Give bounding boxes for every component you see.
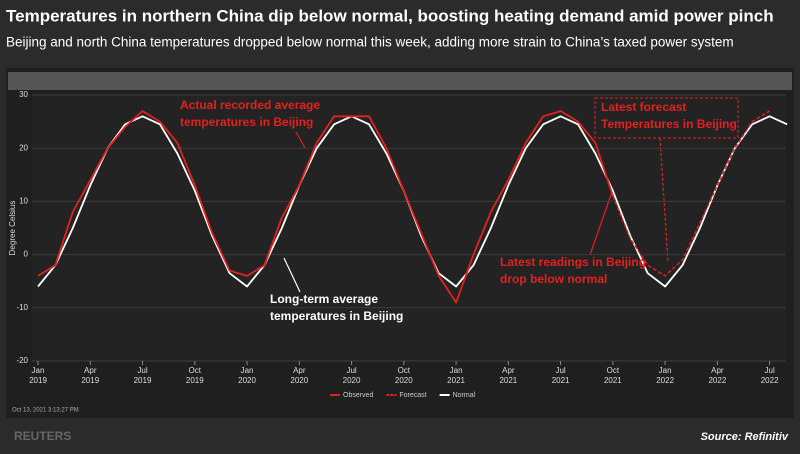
x-tick-label: Apr 2021 [499,366,517,385]
x-tick-label: Oct 2021 [604,366,622,385]
line-forecast [612,110,770,277]
x-tick-label: Jul 2020 [343,366,361,385]
annotations [283,97,739,293]
arrow [283,257,301,293]
annotation: Latest forecast [601,100,686,114]
y-axis-label: Degree Celsius [8,201,17,256]
x-tick-label: Apr 2020 [290,366,308,385]
x-tick-label: Jul 2021 [552,366,570,385]
chart-header-bar [8,72,792,90]
annotation: temperatures in Beijing [180,115,313,129]
arrow [659,137,669,263]
annotation: Long-term average [270,292,378,306]
legend-label: Observed [343,392,373,399]
x-tick-label: Oct 2019 [186,366,204,385]
line-observed [37,110,614,304]
y-tick-label: 0 [24,250,29,259]
brand: REUTERS [14,429,71,443]
y-tick-label: 30 [19,90,28,99]
annotation: Temperatures in Beijing [601,117,737,131]
annotation: drop below normal [500,272,607,286]
x-tick-label: Apr 2019 [81,366,99,385]
plot-area [32,95,786,361]
y-tick-label: -10 [16,303,28,312]
y-tick-label: 20 [19,143,28,152]
subtitle: Beijing and north China temperatures dro… [6,35,734,50]
x-tick-label: Oct 2020 [395,366,413,385]
x-tick-label: Jul 2019 [134,366,152,385]
x-tick-label: Jan 2022 [656,366,674,385]
annotation: Latest readings in Beijing [500,255,646,269]
forecast-box [594,97,739,139]
annotation: Actual recorded average [180,98,320,112]
x-tick-label: Jan 2020 [238,366,256,385]
title: Temperatures in northern China dip below… [6,6,774,25]
timestamp: Oct 13, 2021 3:13:27 PM [12,408,79,414]
annotation: temperatures in Beijing [270,309,403,323]
arrow [589,191,613,256]
x-tick-label: Jul 2022 [761,366,779,385]
source: Source: Refinitiv [701,431,789,443]
y-tick-label: -20 [16,356,28,365]
x-tick-label: Apr 2022 [708,366,726,385]
legend-label: Normal [453,392,476,399]
y-tick-label: 10 [19,197,28,206]
x-tick-label: Jan 2021 [447,366,465,385]
legend-label: Forecast [399,392,426,399]
arrow [295,131,306,149]
x-tick-label: Jan 2019 [29,366,47,385]
